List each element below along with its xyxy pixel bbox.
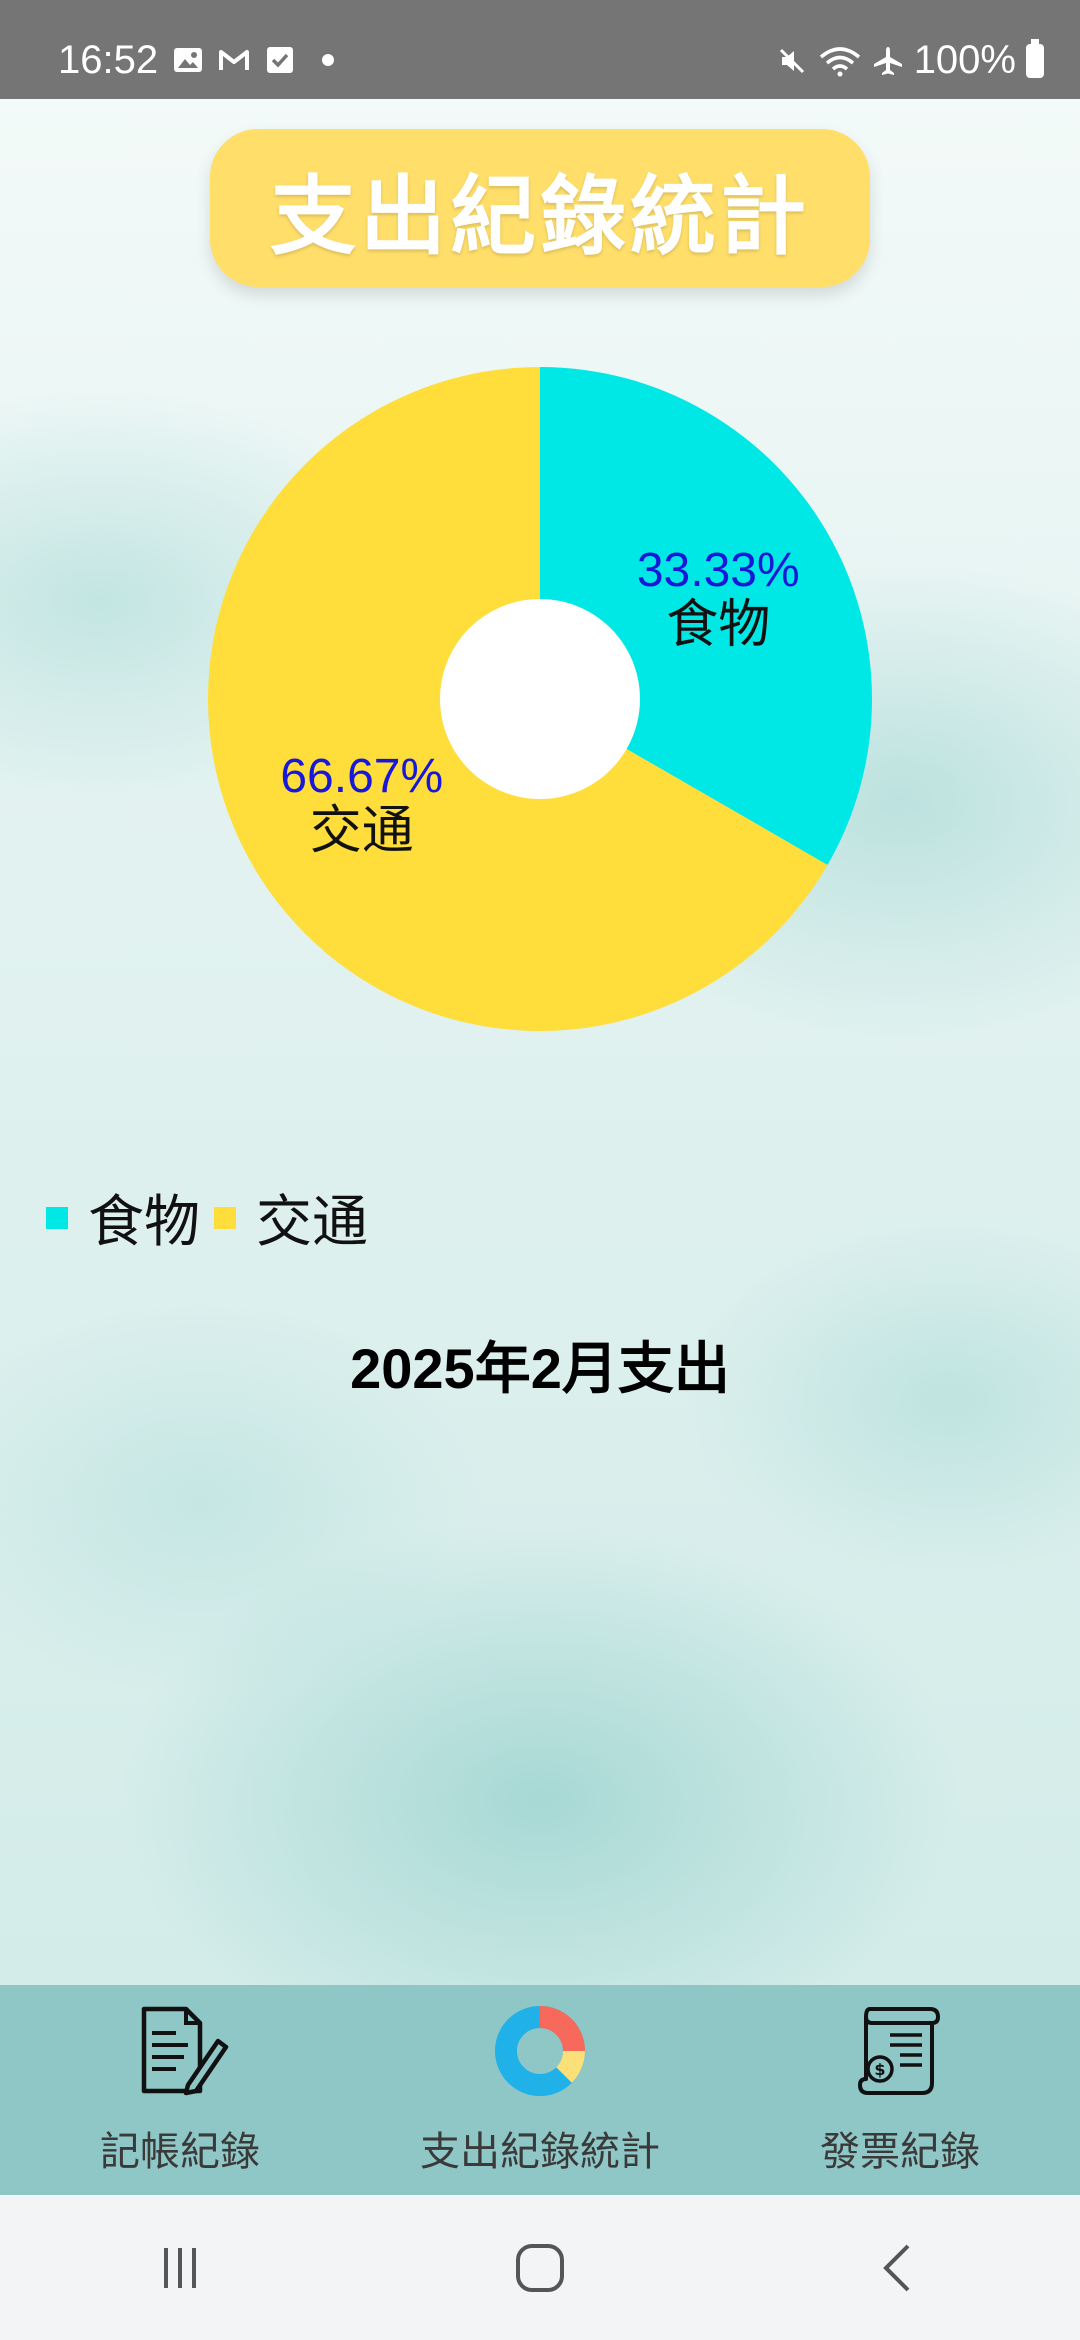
legend-swatch-transport: [214, 1206, 236, 1229]
month-summary-label: 2025年2月支出: [350, 1337, 730, 1400]
system-nav-bar: [0, 2195, 1080, 2340]
checkbox-icon: [267, 47, 293, 73]
legend-item-transport: 交通: [214, 1177, 368, 1258]
wifi-icon: [819, 46, 860, 76]
svg-text:$: $: [874, 2060, 885, 2079]
battery-percent: 100%: [913, 38, 1016, 82]
slice-category-label-transport: 交通: [310, 801, 414, 861]
donut-chart-icon: [495, 2006, 585, 2096]
status-time: 16:52: [58, 38, 159, 82]
slice-category-label-food: 食物: [666, 595, 770, 655]
nav-item-records[interactable]: 記帳紀錄: [0, 1985, 360, 2195]
notification-dot: [322, 54, 334, 66]
back-button[interactable]: [830, 2218, 970, 2318]
gmail-icon: [219, 50, 249, 70]
receipt-icon: $: [858, 2007, 940, 2095]
nav-label-records: 記帳紀錄: [100, 2129, 260, 2175]
legend-label-food: 食物: [88, 1190, 200, 1255]
back-icon: [883, 2244, 910, 2291]
status-bar: 16:52 100%: [0, 0, 1080, 99]
gallery-icon: [174, 48, 202, 72]
notification-icons: [172, 44, 334, 76]
document-edit-icon: [141, 2006, 229, 2096]
nav-item-invoices[interactable]: $ 發票紀錄: [720, 1985, 1080, 2195]
nav-label-invoices: 發票紀錄: [820, 2129, 980, 2175]
home-button[interactable]: [470, 2218, 610, 2318]
bottom-nav: 記帳紀錄 支出紀錄統計 $ 發票紀錄: [0, 1985, 1080, 2195]
legend-label-transport: 交通: [256, 1190, 368, 1255]
slice-percent-label-transport: 66.67%: [280, 750, 443, 803]
donut-hole: [440, 599, 640, 799]
nav-label-statistics: 支出紀錄統計: [420, 2129, 660, 2175]
status-indicators: 100%: [776, 38, 1044, 83]
legend-item-food: 食物: [46, 1177, 200, 1258]
mute-icon: [779, 48, 804, 73]
recents-icon: [164, 2247, 196, 2288]
nav-item-statistics[interactable]: 支出紀錄統計: [360, 1985, 720, 2195]
main-content: 支出紀錄統計 33.33% 食物 66.67% 交通 食物 交通 2025年2月支出: [0, 99, 1080, 1985]
battery-icon: [1026, 38, 1044, 78]
page-title: 支出紀錄統計: [270, 166, 810, 267]
page-title-banner: 支出紀錄統計: [210, 129, 870, 287]
slice-percent-label-food: 33.33%: [637, 544, 800, 597]
expense-donut-chart: 33.33%食物 66.67%交通: [207, 367, 873, 1031]
chart-legend: 食物 交通: [46, 1177, 382, 1258]
home-icon: [516, 2243, 564, 2292]
recents-button[interactable]: [110, 2218, 250, 2318]
airplane-icon: [873, 46, 902, 75]
legend-swatch-food: [46, 1206, 68, 1229]
